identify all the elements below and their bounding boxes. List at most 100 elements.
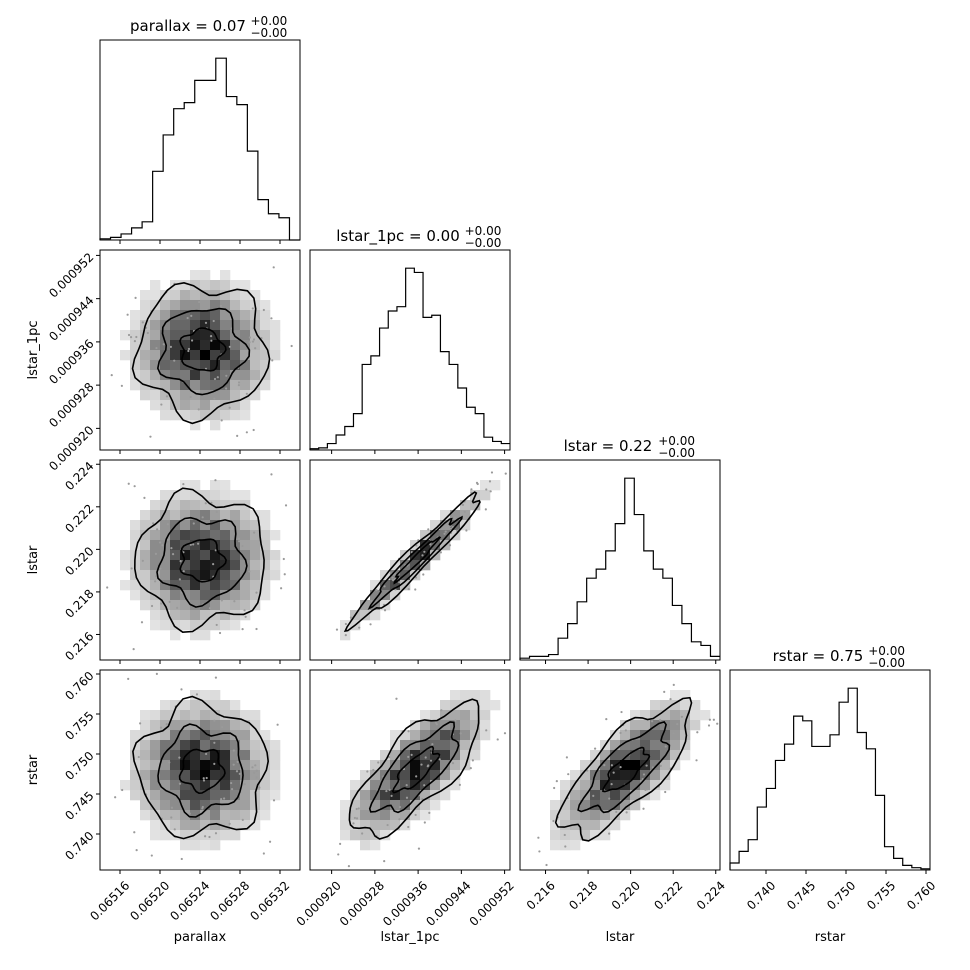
- x-axis-label-lstar_1pc: lstar_1pc: [381, 930, 440, 945]
- density-cell: [160, 520, 171, 531]
- scatter-point: [146, 331, 149, 335]
- density-cell: [450, 710, 461, 721]
- density-cell: [400, 770, 411, 781]
- contour-level-3: [131, 281, 271, 425]
- density-cell: [150, 770, 161, 781]
- density-cell: [200, 800, 211, 811]
- density-cell: [700, 710, 711, 721]
- density-cell: [260, 580, 271, 591]
- density-cell: [210, 700, 221, 711]
- scatter-point: [619, 731, 622, 735]
- density-cell: [470, 500, 481, 511]
- density-cell: [190, 760, 201, 771]
- scatter-point: [391, 578, 395, 582]
- density-cell: [220, 410, 231, 421]
- density-cell: [260, 380, 271, 391]
- density-cell: [440, 700, 451, 711]
- title-lstar: lstar = 0.22: [564, 437, 653, 455]
- scatter-point: [658, 718, 662, 722]
- density-cell: [200, 370, 211, 381]
- scatter-point: [225, 387, 228, 390]
- density-cell: [470, 690, 481, 701]
- scatter-point: [255, 769, 258, 772]
- density-cell: [230, 300, 241, 311]
- density-cell: [610, 750, 621, 761]
- density-cell: [220, 620, 231, 631]
- density-cell: [610, 730, 621, 741]
- density-cell: [150, 400, 161, 411]
- density-cell: [250, 570, 261, 581]
- density-cell: [170, 800, 181, 811]
- scatter-point: [252, 428, 255, 432]
- density-cell: [610, 740, 621, 751]
- density-cell: [380, 810, 391, 821]
- density-cell: [210, 390, 221, 401]
- title-upper-error: +0.00: [251, 14, 288, 28]
- scatter-point: [238, 772, 241, 775]
- scatter-point: [276, 723, 279, 726]
- density-cell: [580, 770, 591, 781]
- density-cell: [240, 790, 251, 801]
- scatter-point: [383, 585, 386, 588]
- density-cell: [240, 740, 251, 751]
- density-cell: [250, 530, 261, 541]
- scatter-point: [449, 527, 453, 530]
- density-cell: [250, 730, 261, 741]
- density-cell: [420, 710, 431, 721]
- scatter-point: [377, 761, 380, 764]
- density-cell: [200, 570, 211, 581]
- density-cell: [250, 360, 261, 371]
- scatter-point: [283, 573, 286, 576]
- density-cell: [130, 380, 141, 391]
- density-cell: [150, 330, 161, 341]
- scatter-point: [391, 576, 394, 579]
- density-cell: [140, 710, 151, 721]
- density-cell: [340, 830, 351, 841]
- density-cell: [220, 780, 231, 791]
- scatter-point: [290, 344, 293, 348]
- scatter-point: [135, 849, 138, 852]
- density-cell: [210, 400, 221, 411]
- density-cell: [170, 630, 181, 641]
- scatter-point: [398, 805, 402, 809]
- density-cell: [230, 830, 241, 841]
- density-cell: [670, 690, 681, 701]
- density-cell: [230, 280, 241, 291]
- density-cell: [400, 790, 411, 801]
- scatter-point: [213, 762, 216, 765]
- scatter-point: [458, 783, 461, 786]
- density-cell: [120, 560, 131, 571]
- contour-level-1: [178, 748, 226, 795]
- density-cell: [240, 570, 251, 581]
- density-cell: [210, 600, 221, 611]
- density-cell: [590, 790, 601, 801]
- y-tick-label: 0.000952: [46, 250, 96, 300]
- scatter-point: [251, 307, 254, 310]
- density-cell: [170, 540, 181, 551]
- density-cell: [220, 720, 231, 731]
- scatter-point: [170, 547, 173, 550]
- density-cell: [190, 690, 201, 701]
- density-cell: [180, 310, 191, 321]
- contour-level-2: [156, 516, 248, 608]
- density-cell: [210, 800, 221, 811]
- density-cell: [350, 780, 361, 791]
- density-cell: [240, 810, 251, 821]
- x-tick-label: 0.06528: [207, 878, 252, 923]
- scatter-point: [361, 832, 364, 835]
- density-cell: [180, 320, 191, 331]
- density-cell: [180, 300, 191, 311]
- scatter-point: [465, 529, 468, 532]
- x-axis-label-parallax: parallax: [174, 930, 227, 945]
- density-cell: [150, 740, 161, 751]
- density-cell: [190, 320, 201, 331]
- scatter-point: [150, 604, 154, 608]
- scatter-point: [150, 854, 153, 857]
- density-cell: [240, 590, 251, 601]
- density-cell: [650, 750, 661, 761]
- density-cell: [200, 560, 211, 571]
- scatter-point: [451, 762, 455, 765]
- scatter-point: [423, 784, 426, 787]
- density-cell: [260, 360, 271, 371]
- density-cell: [230, 780, 241, 791]
